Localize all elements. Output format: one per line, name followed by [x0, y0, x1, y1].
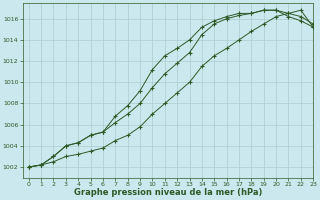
X-axis label: Graphe pression niveau de la mer (hPa): Graphe pression niveau de la mer (hPa): [74, 188, 262, 197]
